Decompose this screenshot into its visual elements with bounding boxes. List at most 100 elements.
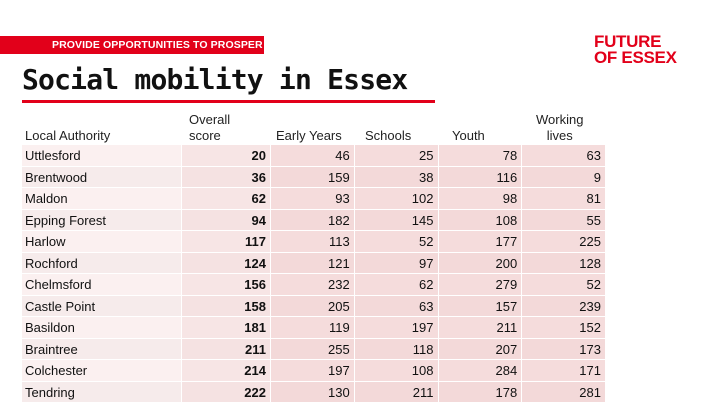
cell-youth: 157	[438, 295, 523, 317]
cell-youth: 116	[438, 166, 523, 188]
cell-youth: 78	[438, 145, 523, 167]
col-header-schools: Schools	[365, 128, 412, 143]
cell-local-authority: Chelmsford	[22, 274, 182, 296]
col-header-overall-score: Overall score	[189, 112, 230, 144]
cell-schools: 108	[354, 360, 439, 382]
cell-overall-score: 211	[182, 338, 271, 360]
table-header: Local Authority Overall score Early Year…	[0, 108, 720, 144]
cell-local-authority: Harlow	[22, 231, 182, 253]
top-banner: PROVIDE OPPORTUNITIES TO PROSPER	[0, 36, 264, 54]
cell-local-authority: Epping Forest	[22, 209, 182, 231]
cell-working-lives: 281	[522, 381, 606, 403]
cell-overall-score: 156	[182, 274, 271, 296]
cell-local-authority: Maldon	[22, 188, 182, 210]
table-row: Braintree 211 255 118 207 173	[22, 338, 606, 360]
cell-local-authority: Uttlesford	[22, 145, 182, 167]
cell-overall-score: 222	[182, 381, 271, 403]
table-row: Maldon 62 93 102 98 81	[22, 188, 606, 210]
table-row: Castle Point 158 205 63 157 239	[22, 295, 606, 317]
title-underline	[22, 100, 435, 103]
table-row: Tendring 222 130 211 178 281	[22, 381, 606, 403]
cell-local-authority: Rochford	[22, 252, 182, 274]
cell-overall-score: 20	[182, 145, 271, 167]
cell-overall-score: 124	[182, 252, 271, 274]
cell-working-lives: 9	[522, 166, 606, 188]
cell-youth: 211	[438, 317, 523, 339]
cell-youth: 279	[438, 274, 523, 296]
cell-youth: 284	[438, 360, 523, 382]
table-row: Rochford 124 121 97 200 128	[22, 252, 606, 274]
col-header-working-lives: Working lives	[536, 112, 583, 144]
col-header-working-line2: lives	[546, 128, 573, 143]
cell-schools: 25	[354, 145, 439, 167]
cell-working-lives: 171	[522, 360, 606, 382]
social-mobility-table: Uttlesford 20 46 25 78 63 Brentwood 36 159 38 116 9…	[22, 145, 606, 403]
banner-text: PROVIDE OPPORTUNITIES TO PROSPER	[52, 39, 263, 51]
cell-schools: 118	[354, 338, 439, 360]
cell-schools: 63	[354, 295, 439, 317]
cell-early-years: 119	[271, 317, 355, 339]
cell-schools: 211	[354, 381, 439, 403]
table-row: Brentwood 36 159 38 116 9	[22, 166, 606, 188]
col-header-working-line1: Working	[536, 112, 584, 127]
col-header-overall-line1: Overall	[189, 112, 231, 127]
cell-schools: 62	[354, 274, 439, 296]
cell-working-lives: 152	[522, 317, 606, 339]
cell-early-years: 113	[271, 231, 355, 253]
cell-working-lives: 63	[522, 145, 606, 167]
cell-early-years: 232	[271, 274, 355, 296]
table-row: Basildon 181 119 197 211 152	[22, 317, 606, 339]
cell-schools: 197	[354, 317, 439, 339]
page-title: Social mobility in Essex	[22, 63, 408, 96]
cell-overall-score: 214	[182, 360, 271, 382]
cell-youth: 207	[438, 338, 523, 360]
cell-early-years: 182	[271, 209, 355, 231]
cell-working-lives: 55	[522, 209, 606, 231]
cell-local-authority: Colchester	[22, 360, 182, 382]
col-header-local-authority: Local Authority	[25, 128, 111, 143]
cell-working-lives: 239	[522, 295, 606, 317]
cell-early-years: 93	[271, 188, 355, 210]
col-header-overall-line2: score	[189, 128, 221, 143]
col-header-youth: Youth	[452, 128, 485, 143]
future-of-essex-logo: FUTURE OF ESSEX	[594, 32, 677, 67]
table-row: Chelmsford 156 232 62 279 52	[22, 274, 606, 296]
cell-local-authority: Brentwood	[22, 166, 182, 188]
cell-overall-score: 62	[182, 188, 271, 210]
cell-schools: 145	[354, 209, 439, 231]
cell-overall-score: 36	[182, 166, 271, 188]
cell-overall-score: 117	[182, 231, 271, 253]
cell-schools: 38	[354, 166, 439, 188]
cell-early-years: 121	[271, 252, 355, 274]
cell-youth: 98	[438, 188, 523, 210]
cell-schools: 52	[354, 231, 439, 253]
cell-working-lives: 173	[522, 338, 606, 360]
cell-early-years: 46	[271, 145, 355, 167]
cell-local-authority: Castle Point	[22, 295, 182, 317]
table-row: Harlow 117 113 52 177 225	[22, 231, 606, 253]
table-row: Uttlesford 20 46 25 78 63	[22, 145, 606, 167]
cell-working-lives: 128	[522, 252, 606, 274]
cell-youth: 108	[438, 209, 523, 231]
cell-overall-score: 181	[182, 317, 271, 339]
cell-early-years: 197	[271, 360, 355, 382]
cell-schools: 102	[354, 188, 439, 210]
col-header-early-years: Early Years	[276, 128, 342, 143]
cell-schools: 97	[354, 252, 439, 274]
cell-local-authority: Tendring	[22, 381, 182, 403]
cell-youth: 177	[438, 231, 523, 253]
cell-local-authority: Braintree	[22, 338, 182, 360]
cell-working-lives: 225	[522, 231, 606, 253]
cell-youth: 200	[438, 252, 523, 274]
cell-working-lives: 52	[522, 274, 606, 296]
cell-early-years: 159	[271, 166, 355, 188]
cell-early-years: 205	[271, 295, 355, 317]
cell-overall-score: 158	[182, 295, 271, 317]
cell-early-years: 255	[271, 338, 355, 360]
cell-early-years: 130	[271, 381, 355, 403]
logo-line-1: FUTURE	[594, 32, 662, 51]
table-row: Epping Forest 94 182 145 108 55	[22, 209, 606, 231]
table-row: Colchester 214 197 108 284 171	[22, 360, 606, 382]
cell-local-authority: Basildon	[22, 317, 182, 339]
logo-line-2: OF ESSEX	[594, 48, 677, 67]
